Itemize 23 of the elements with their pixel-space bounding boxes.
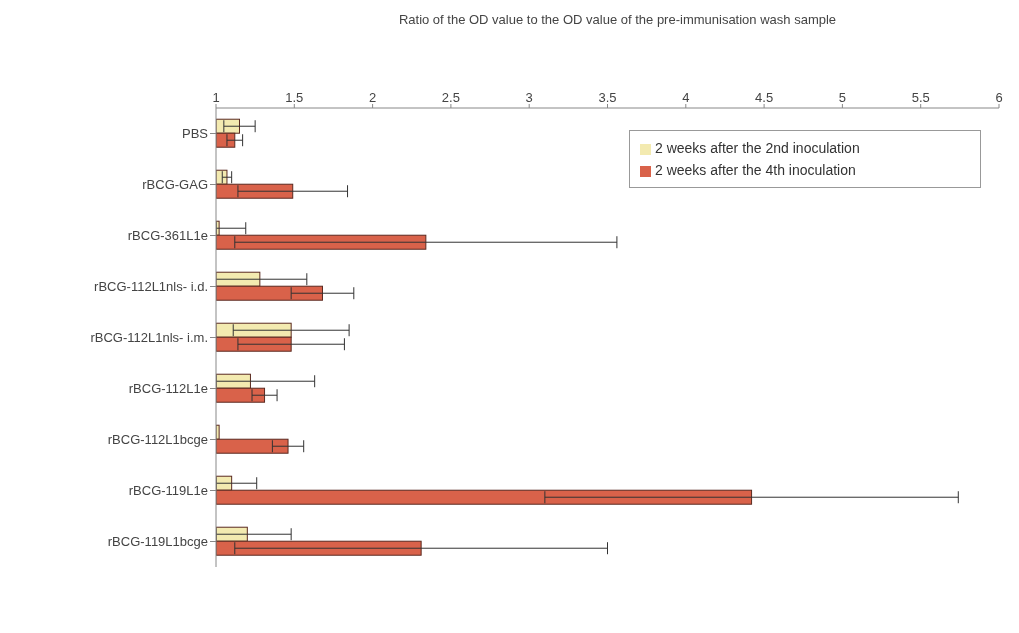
x-tick-label: 2 [368,90,377,105]
y-tick-label: rBCG-119L1bcge [107,534,208,550]
legend-label: 2 weeks after the 2nd inoculation [655,140,860,156]
x-tick-label: 1.5 [285,90,304,105]
x-tick-label: 6 [995,90,1003,105]
x-tick-label: 3 [525,90,533,105]
y-tick-label: rBCG-112L1bcge [107,432,208,448]
y-tick-label: rBCG-112L1nls- i.d. [94,279,208,295]
x-tick-label: 3.5 [598,90,617,105]
x-tick-label: 4 [682,90,690,105]
x-tick-label: 5.5 [911,90,930,105]
y-tick-label: rBCG-112L1e [128,381,208,397]
y-tick-label: rBCG-361L1e [127,228,208,244]
x-tick-label: 4.5 [755,90,774,105]
y-tick-label: rBCG-112L1nls- i.m. [90,330,208,346]
y-tick-label: rBCG-119L1e [128,483,208,499]
y-tick-label: PBS [181,126,209,142]
x-axis-title: Ratio of the OD value to the OD value of the pre-immunisation wash sample [397,12,838,27]
x-tick-label: 5 [838,90,847,105]
y-tick-label: rBCG-GAG [142,177,208,193]
x-tick-label: 1 [212,90,220,105]
x-tick-label: 2.5 [441,90,460,105]
legend-label: 2 weeks after the 4th inoculation [655,162,856,178]
